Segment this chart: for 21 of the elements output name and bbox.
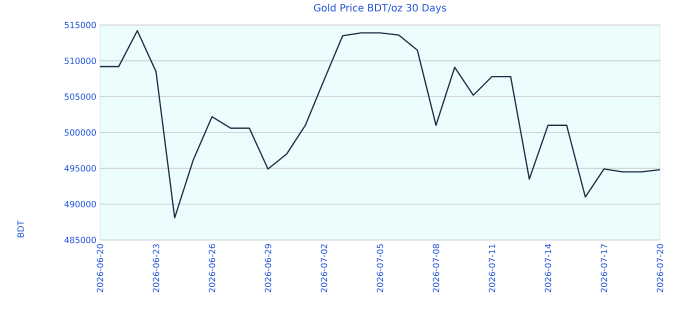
x-tick-label: 2026-07-11 [488, 244, 496, 292]
y-tick-label: 505000 [64, 93, 96, 100]
x-tick-label: 2026-07-08 [432, 244, 440, 292]
x-tick-label: 2026-07-14 [544, 244, 552, 292]
chart-title: Gold Price BDT/oz 30 Days [314, 4, 446, 14]
x-tick-label: 2026-07-20 [656, 244, 664, 292]
x-tick-label: 2026-06-20 [96, 244, 104, 292]
x-tick-label: 2026-07-05 [376, 244, 384, 292]
y-tick-label: 510000 [64, 58, 96, 64]
y-tick-label: 495000 [64, 165, 96, 172]
y-tick-label: 500000 [64, 129, 96, 136]
y-axis-title: BDT [17, 220, 24, 238]
x-tick-label: 2026-06-23 [152, 244, 160, 292]
y-tick-label: 490000 [64, 200, 96, 208]
line-series [99, 30, 661, 218]
x-tick-label: 2026-07-17 [600, 244, 608, 292]
x-tick-label: 2026-07-02 [320, 244, 328, 292]
x-tick-label: 2026-06-26 [208, 244, 216, 292]
x-tick-label: 2026-06-29 [264, 244, 272, 292]
y-tick-label: 515000 [64, 22, 96, 28]
y-tick-label: 485000 [64, 236, 96, 244]
